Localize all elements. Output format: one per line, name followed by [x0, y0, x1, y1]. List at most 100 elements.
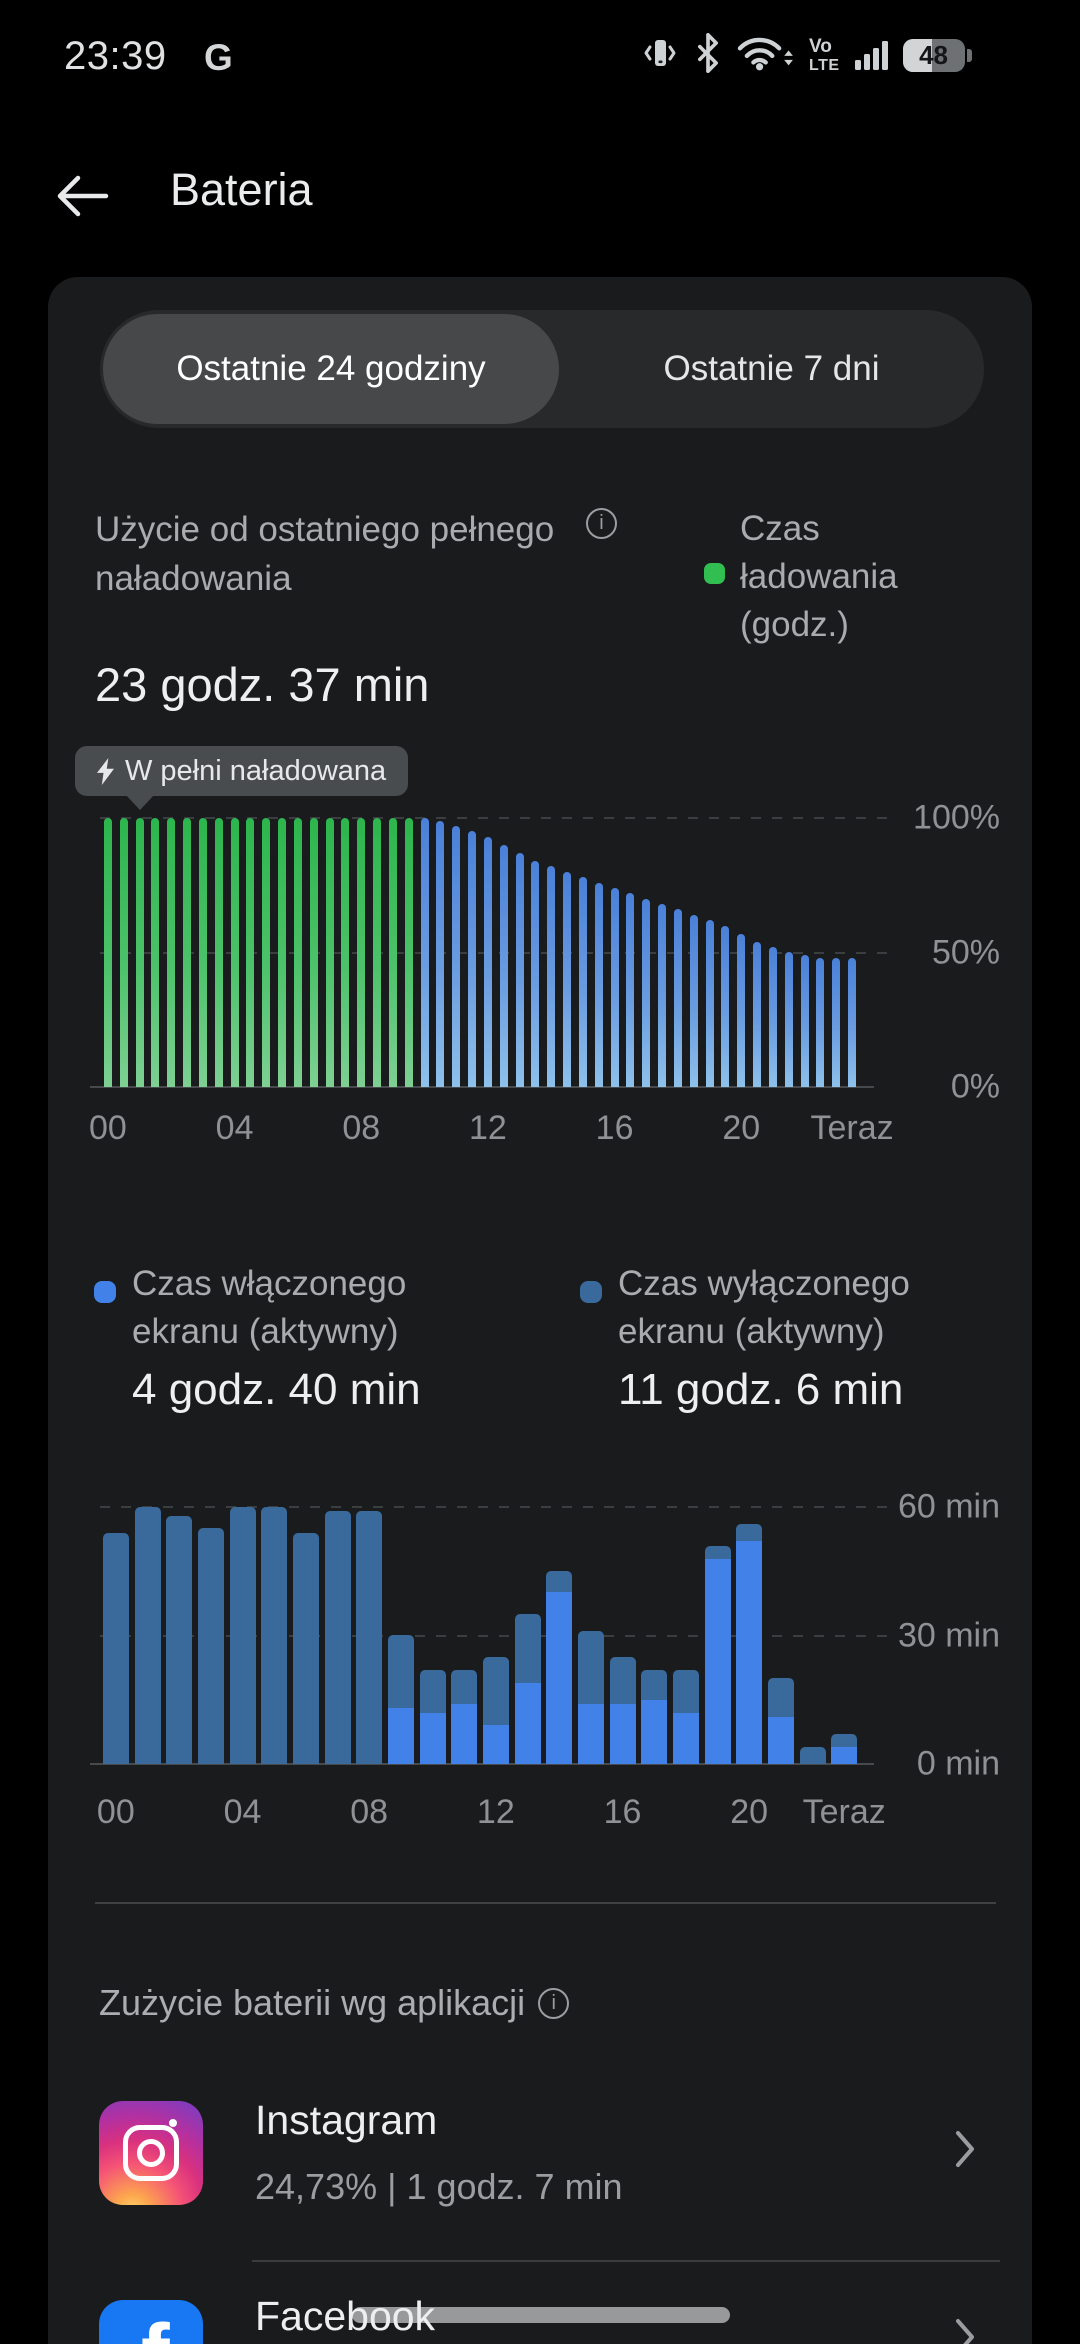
y-tick-label: 0 min: [916, 1744, 1000, 1783]
battery-level-bar: [198, 818, 207, 1087]
x-tick-label: 00: [88, 1109, 127, 1147]
battery-level-bar: [499, 845, 508, 1087]
battery-level-bar: [673, 909, 682, 1087]
screen-on-duration-value: 4 godz. 40 min: [132, 1365, 421, 1414]
battery-level-bar: [832, 958, 841, 1087]
fully-charged-tooltip: W pełni naładowana: [75, 746, 409, 796]
battery-level-bar: [547, 866, 556, 1087]
battery-level-bar: [357, 818, 366, 1087]
usage-info-icon[interactable]: i: [586, 508, 617, 539]
screen-time-bar: [546, 1571, 573, 1764]
axis-baseline-2: [90, 1763, 874, 1765]
bluetooth-icon: [695, 32, 721, 78]
screen-on-segment: [451, 1704, 478, 1764]
tab-last-24-hours[interactable]: Ostatnie 24 godziny: [103, 314, 559, 424]
app-row-divider: [252, 2260, 1000, 2262]
x-tick-label: 04: [223, 1793, 262, 1831]
screen-time-bar: [292, 1533, 319, 1764]
gesture-navigation-handle[interactable]: [352, 2307, 730, 2323]
battery-level-bar: [594, 883, 603, 1087]
tooltip-pointer: [126, 795, 154, 810]
battery-card: Ostatnie 24 godziny Ostatnie 7 dni Użyci…: [48, 277, 1032, 2344]
screen-time-bar: [451, 1670, 478, 1764]
screen-time-bar: [387, 1635, 414, 1764]
app-name-facebook[interactable]: Facebook: [255, 2293, 436, 2339]
screen-on-segment: [514, 1682, 541, 1764]
camera-lens: [137, 2139, 165, 2167]
battery-level-bar: [753, 942, 762, 1087]
screen-on-segment: [736, 1541, 763, 1764]
battery-level-bar: [578, 877, 587, 1087]
battery-level-bar: [563, 872, 572, 1087]
battery-level-bar: [483, 837, 492, 1087]
battery-level-bar: [737, 934, 746, 1087]
battery-level-bar: [610, 888, 619, 1087]
battery-level-bar: [689, 915, 698, 1087]
gridline-100: [100, 817, 890, 819]
battery-level-bar: [452, 826, 461, 1087]
screen-on-segment: [831, 1746, 858, 1764]
y-tick-label: 100%: [913, 798, 1000, 837]
battery-level-bar: [848, 958, 857, 1087]
back-button[interactable]: [52, 168, 118, 224]
app-name-instagram[interactable]: Instagram: [255, 2097, 438, 2143]
x-tick-label: Teraz: [802, 1793, 886, 1831]
battery-level-bar: [183, 818, 192, 1087]
back-arrow-icon: [57, 175, 109, 217]
screen-time-bar: [419, 1670, 446, 1764]
battery-history-plot: [90, 817, 890, 1088]
battery-level-bar: [404, 818, 413, 1087]
screen-on-segment: [546, 1592, 573, 1764]
screen-off-legend-dot: [580, 1281, 602, 1303]
x-tick-label: 16: [603, 1793, 642, 1831]
screen-chart-x-labels: 00 04 08 12 16 20 Teraz: [97, 1793, 886, 1835]
axis-baseline: [90, 1086, 874, 1088]
battery-level-bar: [800, 955, 809, 1087]
battery-level-bar: [167, 818, 176, 1087]
tab-last-7-days[interactable]: Ostatnie 7 dni: [663, 349, 880, 388]
screen-time-bar: [197, 1528, 224, 1764]
screen-time-bar: [514, 1614, 541, 1764]
wifi-icon: [736, 34, 794, 77]
screen-on-segment: [641, 1699, 668, 1764]
battery-level-bar: [816, 958, 825, 1087]
gridline-50: [100, 951, 890, 954]
y-tick-label: 50%: [931, 933, 1000, 971]
charging-legend-label: Czas ładowania (godz.): [740, 509, 898, 644]
battery-level-bar: [278, 818, 287, 1087]
camera-outline: [123, 2125, 179, 2181]
screen-time-bar: [102, 1533, 129, 1764]
battery-level-bar: [373, 818, 382, 1087]
battery-level-bar: [721, 926, 730, 1087]
app-detail-instagram: 24,73% | 1 godz. 7 min: [255, 2166, 623, 2207]
battery-chart-x-labels: 00 04 08 12 16 20 Teraz: [89, 1109, 894, 1151]
signal-strength-icon: [854, 40, 888, 70]
battery-level-bar: [103, 818, 112, 1087]
screen-on-legend-dot: [94, 1281, 116, 1303]
screen-time-bar: [324, 1511, 351, 1764]
status-icons: Vo LTE 48: [640, 26, 972, 84]
instagram-app-icon: [99, 2101, 203, 2205]
apps-info-icon[interactable]: i: [538, 1987, 570, 2019]
vibrate-icon: [640, 33, 680, 78]
battery-status-icon: 48: [902, 38, 965, 72]
battery-level-bar: [468, 831, 477, 1087]
battery-level-bar: [784, 952, 793, 1087]
battery-level-bar: [246, 818, 255, 1087]
battery-level-bar: [325, 818, 334, 1087]
screen-on-legend-label: Czas włączonego ekranu (aktywny): [132, 1264, 407, 1351]
usage-duration-value: 23 godz. 37 min: [95, 658, 430, 711]
battery-level-bar: [531, 861, 540, 1087]
screen-on-segment: [672, 1712, 699, 1764]
battery-level-bar: [642, 899, 651, 1087]
screen-time-bar: [831, 1734, 858, 1764]
time-range-tabs: Ostatnie 24 godziny Ostatnie 7 dni: [100, 310, 984, 428]
screen-on-segment: [419, 1712, 446, 1764]
x-tick-label: 20: [722, 1109, 761, 1147]
screen-time-bar: [672, 1670, 699, 1764]
y-tick-label: 60 min: [897, 1487, 1000, 1526]
screen-time-bar: [356, 1511, 383, 1764]
y-tick-label: 0%: [950, 1067, 1000, 1106]
apps-section-title: Zużycie baterii wg aplikacji i: [99, 1982, 570, 2024]
facebook-app-icon: f: [99, 2300, 203, 2344]
